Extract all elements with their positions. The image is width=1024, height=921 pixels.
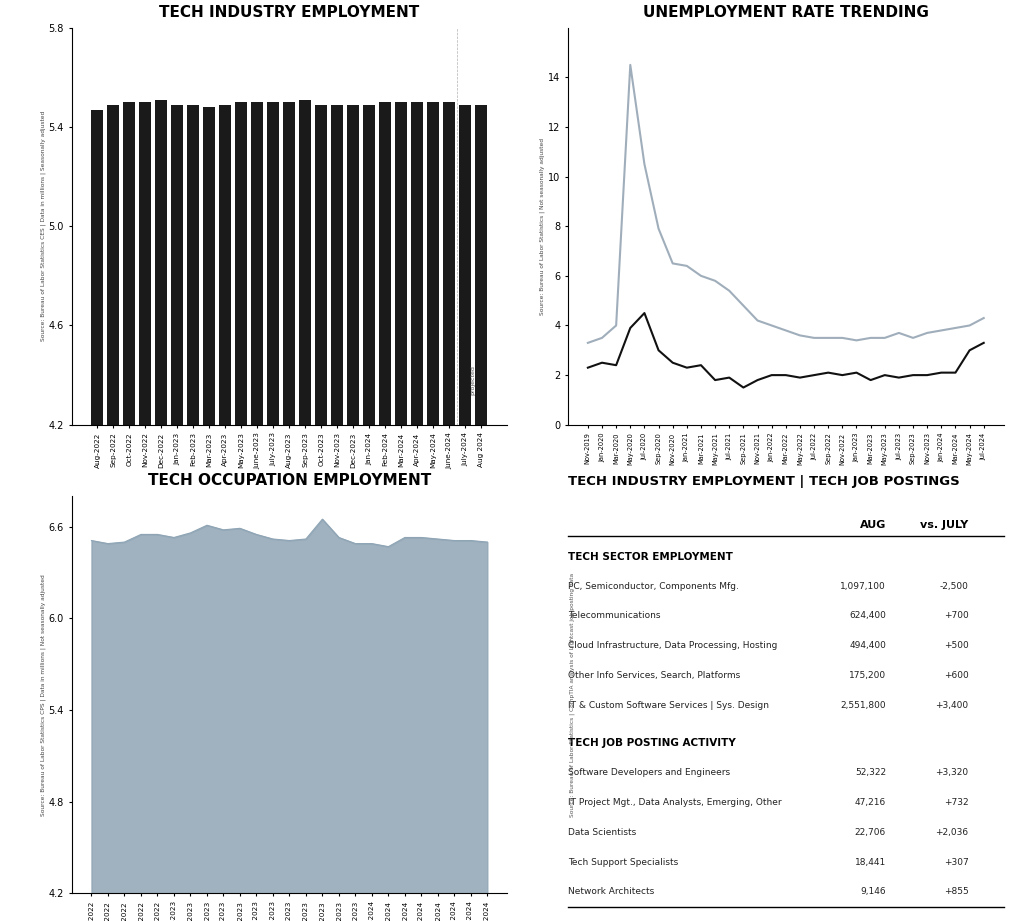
Bar (427, 102, 439, 921)
Text: vs. JULY: vs. JULY (921, 520, 969, 530)
Text: 2,551,800: 2,551,800 (841, 701, 886, 710)
Bar (171, 105, 183, 921)
Text: +732: +732 (944, 799, 969, 807)
Title: TECH INDUSTRY EMPLOYMENT: TECH INDUSTRY EMPLOYMENT (160, 5, 420, 19)
Text: Data Scientists: Data Scientists (568, 828, 636, 837)
Text: projected: projected (471, 365, 476, 395)
Bar (299, 99, 311, 921)
Bar (156, 99, 168, 921)
Text: 22,706: 22,706 (855, 828, 886, 837)
Text: Software Developers and Engineers: Software Developers and Engineers (568, 768, 730, 777)
Bar (284, 102, 295, 921)
Bar (91, 110, 103, 921)
Legend: Tech Occupation Rate, National Rate: Tech Occupation Rate, National Rate (573, 0, 808, 3)
Text: +855: +855 (944, 888, 969, 896)
Bar (347, 105, 359, 921)
Bar (412, 102, 423, 921)
Text: Tech Support Specialists: Tech Support Specialists (568, 857, 678, 867)
Text: IT Project Mgt., Data Analysts, Emerging, Other: IT Project Mgt., Data Analysts, Emerging… (568, 799, 781, 807)
Text: Cloud Infrastructure, Data Processing, Hosting: Cloud Infrastructure, Data Processing, H… (568, 641, 777, 650)
Text: +700: +700 (944, 612, 969, 621)
Text: AUG: AUG (859, 520, 886, 530)
Bar (475, 105, 487, 921)
Bar (267, 102, 280, 921)
Text: Network Architects: Network Architects (568, 888, 654, 896)
Y-axis label: Source: Bureau of Labor Statistics CPS | Data in millions | Not seasonally adjus: Source: Bureau of Labor Statistics CPS |… (40, 574, 46, 816)
Text: +307: +307 (944, 857, 969, 867)
Bar (379, 102, 391, 921)
Text: 9,146: 9,146 (860, 888, 886, 896)
Text: TECH JOB POSTING ACTIVITY: TECH JOB POSTING ACTIVITY (568, 739, 736, 749)
Title: UNEMPLOYMENT RATE TRENDING: UNEMPLOYMENT RATE TRENDING (643, 5, 929, 19)
Text: 1,097,100: 1,097,100 (841, 582, 886, 590)
Text: +2,036: +2,036 (936, 828, 969, 837)
Text: 52,322: 52,322 (855, 768, 886, 777)
Bar (443, 102, 456, 921)
Text: 494,400: 494,400 (849, 641, 886, 650)
Text: 18,441: 18,441 (855, 857, 886, 867)
Text: +3,400: +3,400 (936, 701, 969, 710)
Text: Other Info Services, Search, Platforms: Other Info Services, Search, Platforms (568, 671, 740, 680)
Bar (187, 105, 200, 921)
Text: Telecommunications: Telecommunications (568, 612, 660, 621)
Bar (252, 102, 263, 921)
Text: PC, Semiconductor, Components Mfg.: PC, Semiconductor, Components Mfg. (568, 582, 739, 590)
Text: 624,400: 624,400 (849, 612, 886, 621)
Bar (139, 102, 152, 921)
Title: TECH OCCUPATION EMPLOYMENT: TECH OCCUPATION EMPLOYMENT (147, 473, 431, 488)
Text: TECH SECTOR EMPLOYMENT: TECH SECTOR EMPLOYMENT (568, 552, 733, 562)
Bar (219, 105, 231, 921)
Y-axis label: Source: Bureau of Labor Statistics CES | Data in millions | Seasonally adjusted: Source: Bureau of Labor Statistics CES |… (40, 111, 46, 342)
Text: +500: +500 (944, 641, 969, 650)
Y-axis label: Source: Bureau of Labor Statistics | Not seasonally adjusted: Source: Bureau of Labor Statistics | Not… (540, 138, 546, 315)
Bar (204, 107, 215, 921)
Bar (332, 105, 343, 921)
Bar (364, 105, 376, 921)
Text: -2,500: -2,500 (940, 582, 969, 590)
Bar (395, 102, 408, 921)
Bar (236, 102, 248, 921)
Text: Source: Bureau of Labor Statistics | CompTIA analysis of Lightcast job posting d: Source: Bureau of Labor Statistics | Com… (569, 573, 575, 817)
Text: 47,216: 47,216 (855, 799, 886, 807)
Bar (124, 102, 135, 921)
Bar (315, 105, 328, 921)
Text: +600: +600 (944, 671, 969, 680)
Text: TECH INDUSTRY EMPLOYMENT | TECH JOB POSTINGS: TECH INDUSTRY EMPLOYMENT | TECH JOB POST… (568, 475, 959, 488)
Bar (460, 105, 471, 921)
Bar (108, 105, 120, 921)
Text: 175,200: 175,200 (849, 671, 886, 680)
Text: IT & Custom Software Services | Sys. Design: IT & Custom Software Services | Sys. Des… (568, 701, 769, 710)
Text: +3,320: +3,320 (936, 768, 969, 777)
